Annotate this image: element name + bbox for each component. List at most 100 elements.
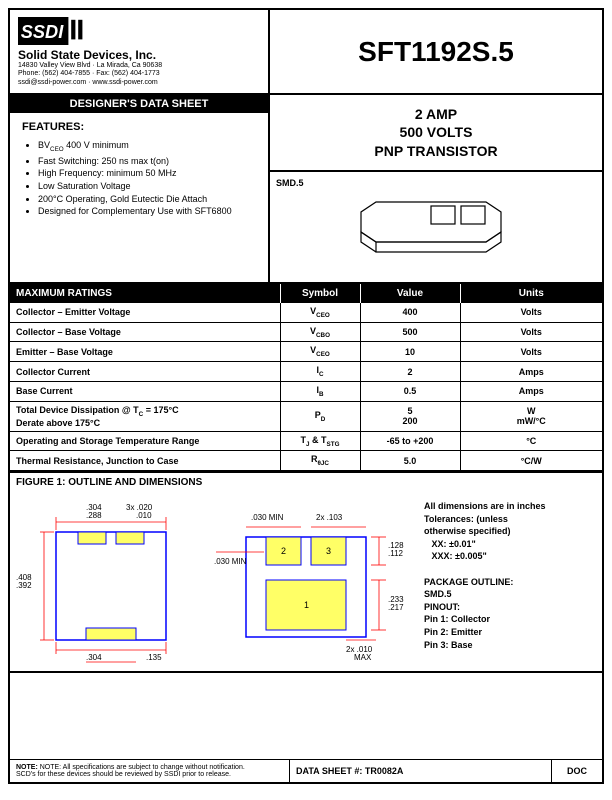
designer-bar: DESIGNER'S DATA SHEET	[10, 95, 268, 113]
sym: VCBO	[280, 322, 360, 342]
note-text: SCD's for these devices should be review…	[16, 771, 231, 778]
dim-note: PINOUT:	[424, 602, 460, 612]
part-number: SFT1192S.5	[358, 36, 514, 68]
company-name: Solid State Devices, Inc.	[18, 48, 260, 62]
param: Total Device Dissipation @ TC = 175°CDer…	[10, 401, 280, 431]
dim-note: otherwise specified)	[424, 526, 511, 536]
dim-note: Tolerances: (unless	[424, 514, 508, 524]
note-text: NOTE: All specifications are subject to …	[40, 764, 245, 771]
param: Operating and Storage Temperature Range	[16, 436, 199, 446]
sym: IB	[280, 381, 360, 401]
param: Collector Current	[16, 367, 90, 377]
unit: °C	[460, 431, 602, 451]
dim-note: Pin 1: Collector	[424, 614, 490, 624]
feature-item: BVCEO 400 V minimum	[38, 139, 256, 155]
address-line-1: 14830 Valley View Blvd · La Mirada, Ca 9…	[18, 62, 260, 70]
sym: IC	[280, 362, 360, 382]
table-row: Emitter – Base VoltageVCEO10Volts	[10, 342, 602, 362]
val: 5.0	[360, 451, 460, 471]
dim-note: XXX: ±0.005"	[432, 551, 487, 561]
doc-label: DOC	[552, 760, 602, 782]
ratings-header-row: MAXIMUM RATINGS Symbol Value Units	[10, 284, 602, 303]
feature-item: Fast Switching: 250 ns max t(on)	[38, 155, 256, 168]
svg-text:MAX: MAX	[354, 653, 372, 662]
val: -65 to +200	[360, 431, 460, 451]
table-row: Base Current IB0.5Amps	[10, 381, 602, 401]
ssdi-logo-icon: SSDI	[18, 16, 88, 46]
param: Emitter – Base Voltage	[16, 347, 113, 357]
features-cell: DESIGNER'S DATA SHEET FEATURES: BVCEO 40…	[10, 95, 270, 282]
rating-header: 2 AMP 500 VOLTS PNP TRANSISTOR	[270, 95, 602, 172]
logo-cell: SSDI Solid State Devices, Inc. 14830 Val…	[10, 10, 270, 93]
unit: °C/W	[460, 451, 602, 471]
table-row: Total Device Dissipation @ TC = 175°CDer…	[10, 401, 602, 431]
dim-note: Pin 2: Emitter	[424, 627, 482, 637]
svg-text:.304: .304	[86, 653, 102, 662]
feature-item: High Frequency: minimum 50 MHz	[38, 167, 256, 180]
dim-note: XX: ±0.01"	[432, 539, 476, 549]
unit: WmW/°C	[460, 401, 602, 431]
mid-row: DESIGNER'S DATA SHEET FEATURES: BVCEO 40…	[10, 95, 602, 284]
val: 2	[360, 362, 460, 382]
svg-text:SSDI: SSDI	[21, 22, 64, 42]
package-cell: SMD.5	[270, 172, 602, 282]
sym: PD	[280, 401, 360, 431]
param: Collector – Emitter Voltage	[16, 307, 130, 317]
ratings-section: MAXIMUM RATINGS Symbol Value Units Colle…	[10, 284, 602, 473]
val: 0.5	[360, 381, 460, 401]
svg-text:.135: .135	[146, 653, 162, 662]
part-number-cell: SFT1192S.5	[270, 10, 602, 93]
footer-row: NOTE: NOTE: All specifications are subje…	[10, 759, 602, 782]
features-title: FEATURES:	[22, 121, 256, 133]
unit: Volts	[460, 303, 602, 322]
rating-line-1: 2 AMP	[415, 106, 457, 122]
rating-line-2: 500 VOLTS	[400, 124, 473, 140]
sym: TJ & TSTG	[280, 431, 360, 451]
feature-item: Designed for Complementary Use with SFT6…	[38, 205, 256, 218]
col-value: Value	[360, 284, 460, 303]
table-row: Operating and Storage Temperature Range T…	[10, 431, 602, 451]
figure-title: FIGURE 1: OUTLINE AND DIMENSIONS	[16, 477, 596, 488]
figure-section: FIGURE 1: OUTLINE AND DIMENSIONS	[10, 473, 602, 673]
svg-text:.288: .288	[86, 511, 102, 520]
feature-item: Low Saturation Voltage	[38, 180, 256, 193]
page-frame: SSDI Solid State Devices, Inc. 14830 Val…	[8, 8, 604, 784]
sym: RθJC	[280, 451, 360, 471]
address-line-2: Phone: (562) 404-7855 · Fax: (562) 404-1…	[18, 70, 260, 78]
features-list: BVCEO 400 V minimum Fast Switching: 250 …	[22, 139, 256, 218]
datasheet-number: DATA SHEET #: TR0082A	[290, 760, 552, 782]
rating-line-3: PNP TRANSISTOR	[374, 143, 497, 159]
val: 500	[360, 322, 460, 342]
table-row: Collector CurrentIC2Amps	[10, 362, 602, 382]
svg-text:3: 3	[326, 546, 331, 556]
svg-text:.030 MIN: .030 MIN	[214, 557, 247, 566]
table-row: Thermal Resistance, Junction to Case RθJC…	[10, 451, 602, 471]
company-logo: SSDI	[18, 16, 260, 46]
table-row: Collector – Emitter VoltageVCEO400Volts	[10, 303, 602, 322]
param: Base Current	[16, 386, 73, 396]
param: Thermal Resistance, Junction to Case	[16, 456, 179, 466]
col-units: Units	[460, 284, 602, 303]
dim-note: Pin 3: Base	[424, 640, 473, 650]
svg-text:2: 2	[281, 546, 286, 556]
sym: VCEO	[280, 303, 360, 322]
param: Collector – Base Voltage	[16, 327, 121, 337]
package-drawing-icon	[336, 192, 536, 272]
sym: VCEO	[280, 342, 360, 362]
note-cell: NOTE: NOTE: All specifications are subje…	[10, 760, 290, 782]
val: 5200	[360, 401, 460, 431]
top-row: SSDI Solid State Devices, Inc. 14830 Val…	[10, 10, 602, 95]
outline-drawing-icon: .304 .288 3x .020 .010 .408 .392 .304 .2…	[16, 492, 416, 667]
table-row: Collector – Base VoltageVCBO500Volts	[10, 322, 602, 342]
unit: Volts	[460, 342, 602, 362]
svg-text:.392: .392	[16, 581, 32, 590]
rating-cell: 2 AMP 500 VOLTS PNP TRANSISTOR SMD.5	[270, 95, 602, 282]
svg-text:.010: .010	[136, 511, 152, 520]
svg-text:.217: .217	[388, 603, 404, 612]
dim-note: All dimensions are in inches	[424, 501, 546, 511]
dim-note: PACKAGE OUTLINE:	[424, 577, 513, 587]
ratings-table: MAXIMUM RATINGS Symbol Value Units Colle…	[10, 284, 602, 471]
unit: Amps	[460, 381, 602, 401]
svg-text:.112: .112	[388, 549, 404, 558]
package-label: SMD.5	[276, 178, 596, 188]
